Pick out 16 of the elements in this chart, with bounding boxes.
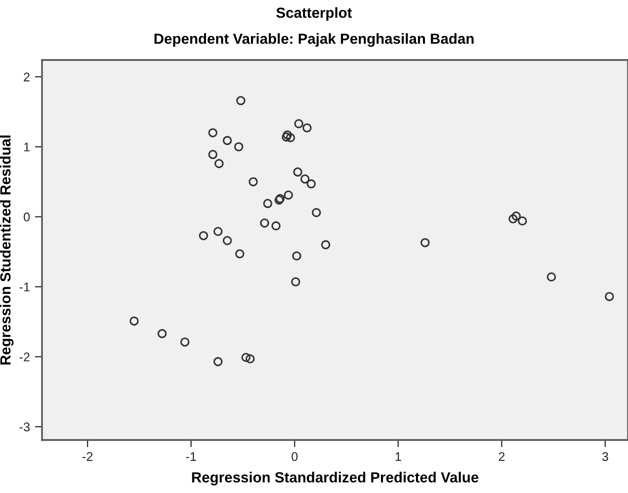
chart-title: Scatterplot [276,7,352,21]
y-tick-label: 1 [24,142,30,152]
y-axis-title: Regression Studentized Residual [0,136,14,364]
x-tick-label: -1 [186,452,196,461]
x-tick-label: 1 [396,452,402,461]
x-axis-title: Regression Standardized Predicted Value [192,472,478,486]
chart-subtitle: Dependent Variable: Pajak Penghasilan Badan [154,33,474,47]
y-tick-label: -3 [20,422,30,432]
x-tick-label: 3 [602,452,608,461]
x-tick-label: 0 [292,452,298,461]
x-tick-label: 2 [498,452,505,461]
y-tick-label: 2 [24,72,30,82]
x-tick-label: -2 [82,452,92,461]
y-tick-label: -2 [20,352,30,362]
y-tick-label: -1 [20,282,30,292]
y-tick-label: 0 [24,212,30,222]
